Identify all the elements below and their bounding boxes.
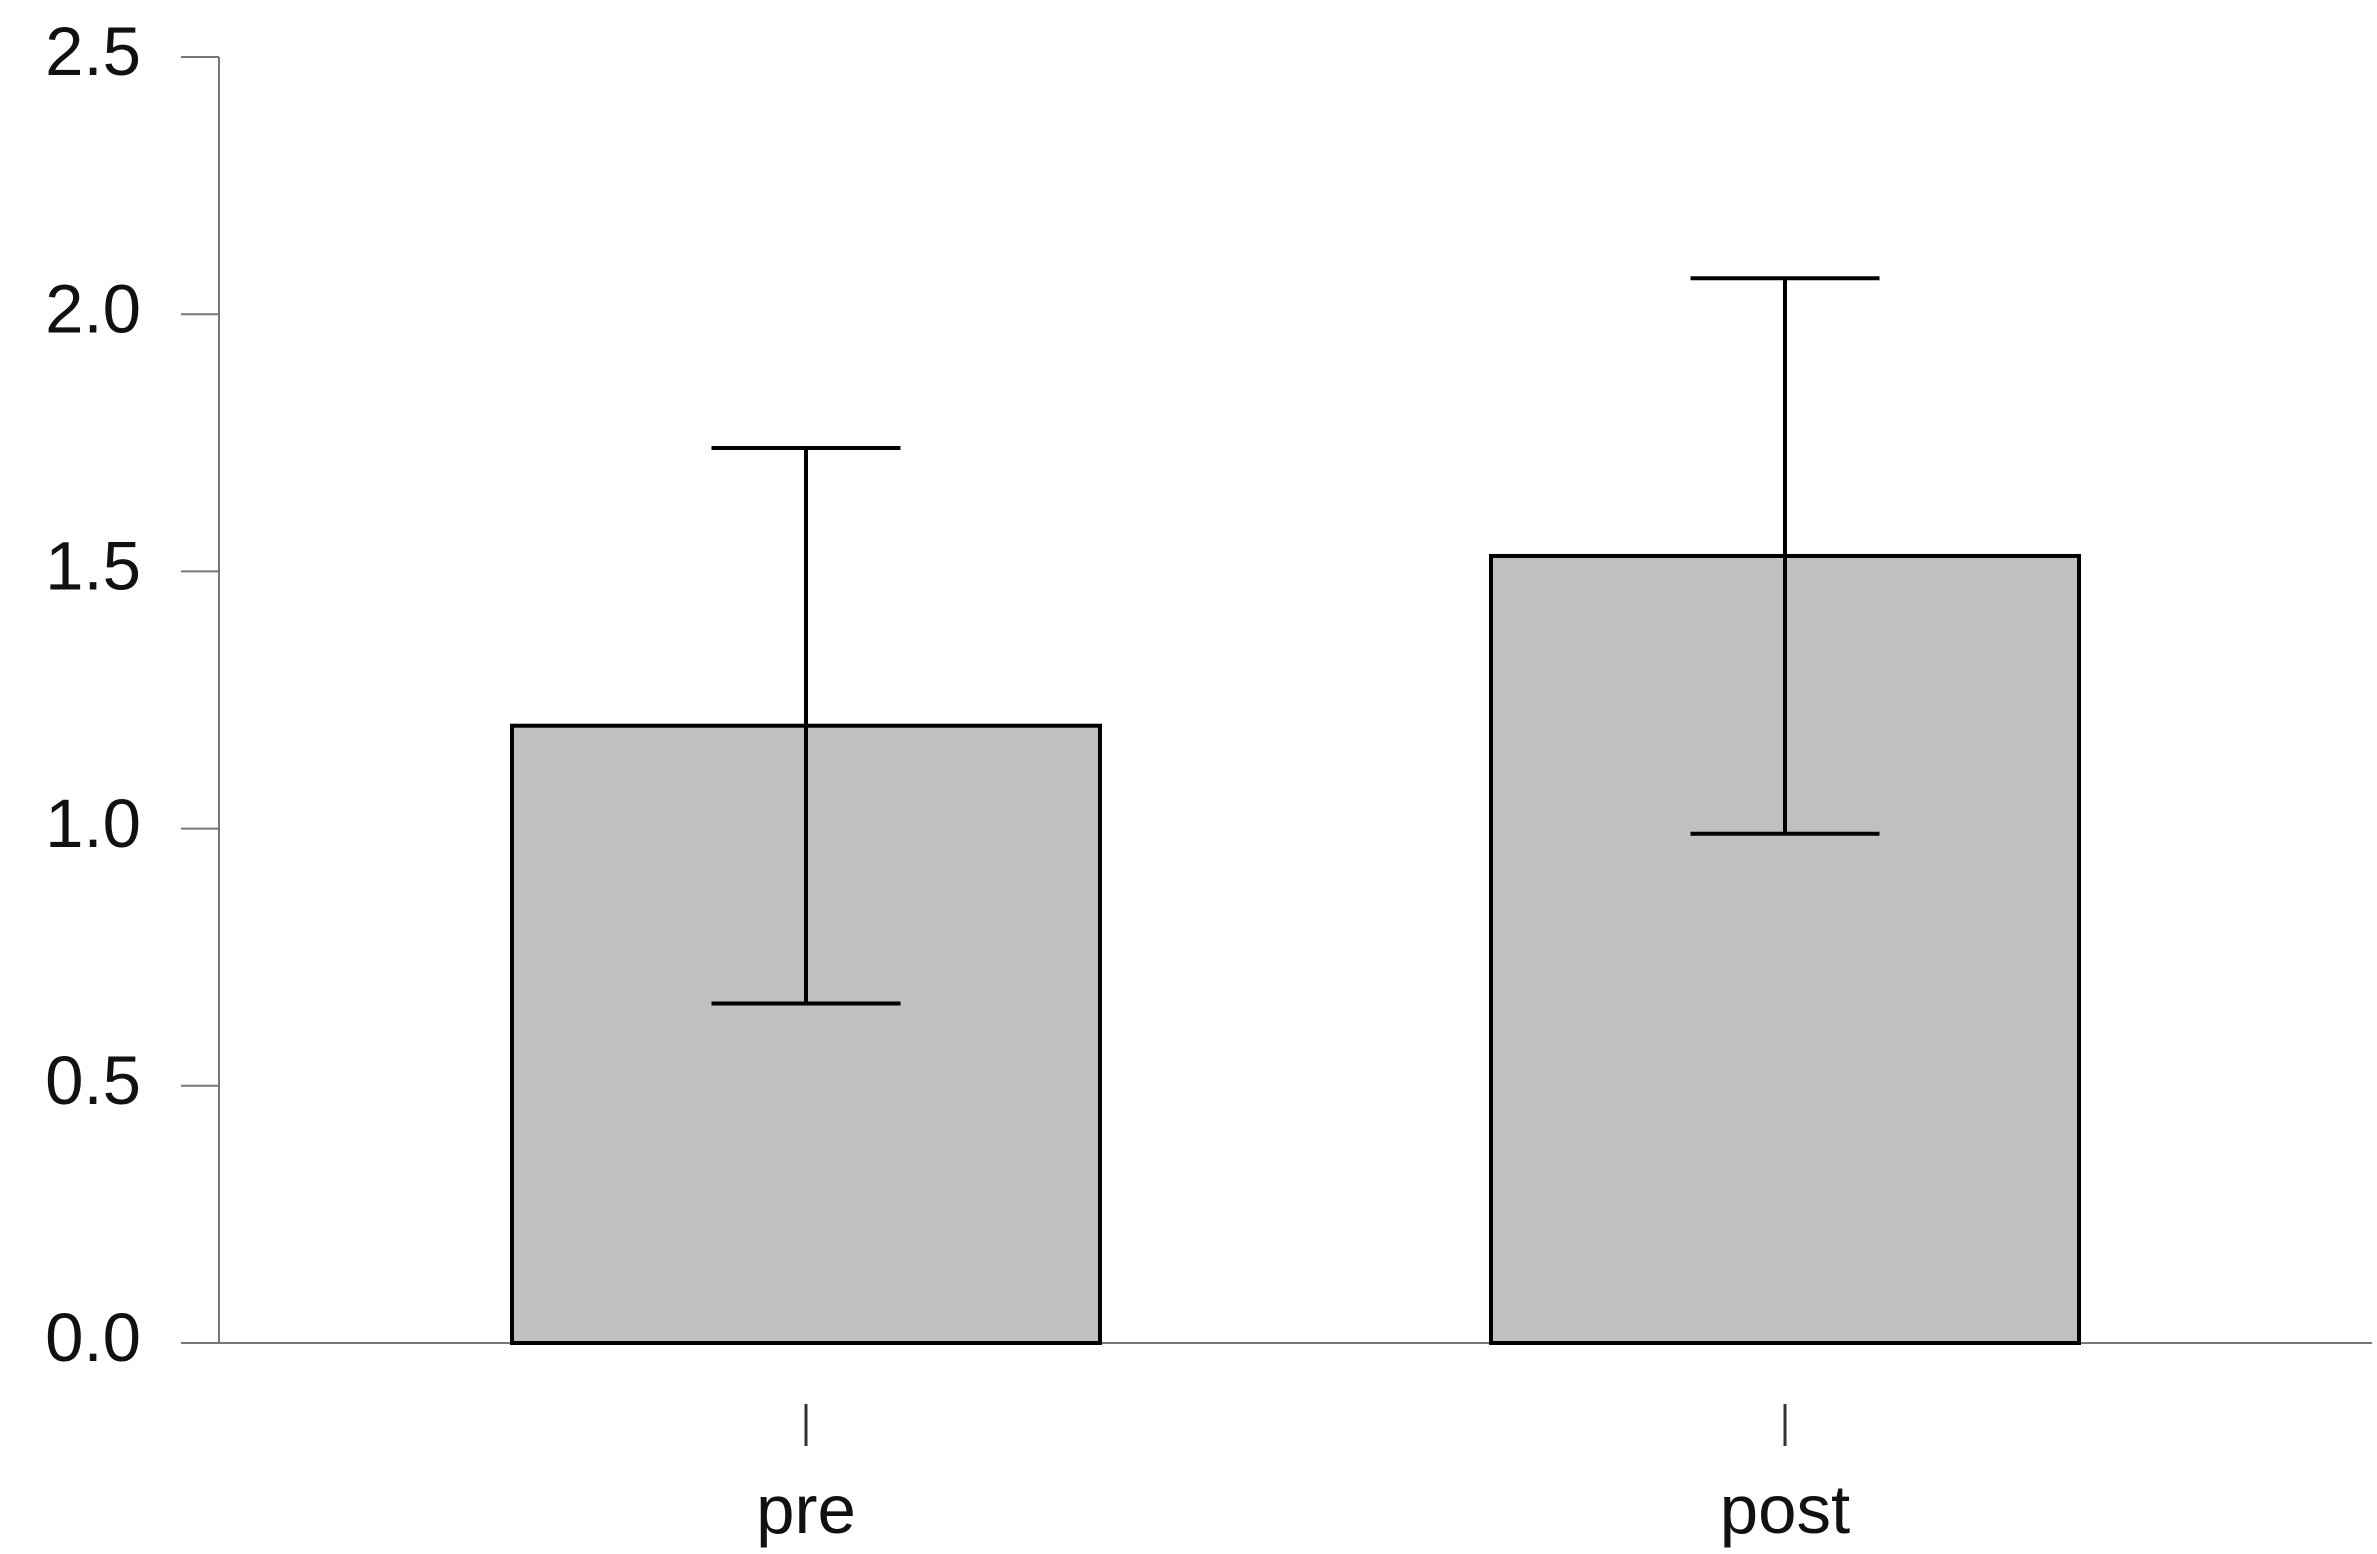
error-bar [1690,276,1880,836]
error-bar [711,445,901,1006]
y-tick-label: 1.5 [45,528,141,605]
y-tick-label: 2.5 [45,13,141,90]
x-tick-label: post [1720,1471,1850,1548]
x-tick-label: pre [756,1471,856,1548]
y-tick-label: 1.0 [45,785,141,862]
y-tick-label: 0.0 [45,1299,141,1376]
y-tick-label: 0.5 [45,1042,141,1119]
y-tick-label: 2.0 [45,270,141,347]
